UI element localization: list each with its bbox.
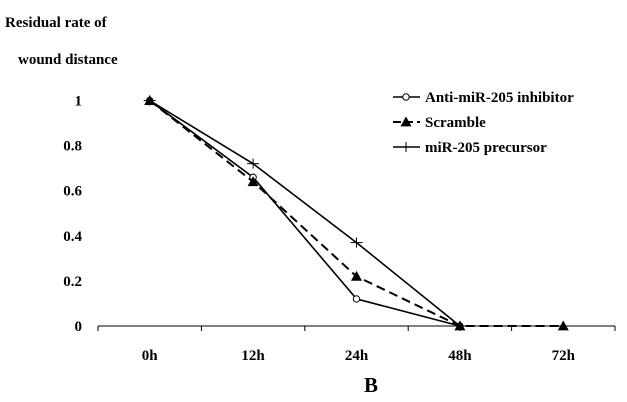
x-tick-labels: 0h 12h 24h 48h 72h (142, 348, 576, 364)
marker-cross (400, 142, 412, 152)
series-mir-205-precursor (143, 95, 466, 331)
marker-filled-triangle (454, 320, 466, 331)
y-tick-label: 0.6 (63, 184, 82, 200)
panel-label: B (364, 373, 378, 397)
series-group (143, 95, 569, 331)
marker-filled-triangle (247, 176, 259, 187)
y-axis-label-line-2: wound distance (18, 52, 118, 68)
legend-entry: miR-205 precursor (393, 140, 547, 156)
series-line (149, 99, 461, 327)
y-tick-label: 1 (75, 94, 83, 110)
marker-open-circle (352, 295, 361, 303)
y-tick-label: 0 (75, 319, 83, 335)
legend-entry: Anti-miR-205 inhibitor (393, 90, 574, 106)
legend-entry: Scramble (393, 115, 486, 131)
marker-filled-triangle (144, 95, 156, 105)
marker-cross (350, 237, 363, 248)
legend: Anti-miR-205 inhibitor Scramble miR-205 pr… (393, 90, 574, 156)
x-tick-label: 48h (448, 348, 472, 364)
series-anti-mir-205-inhibitor (146, 96, 464, 330)
x-tick-label: 24h (345, 348, 369, 364)
x-tick-label: 12h (241, 348, 265, 364)
y-tick-label: 0.2 (63, 274, 82, 290)
y-tick-label: 0.4 (63, 229, 82, 245)
legend-label: Anti-miR-205 inhibitor (425, 90, 574, 106)
marker-filled-triangle (351, 270, 362, 281)
marker-cross (247, 158, 260, 169)
y-axis-label-line-1: Residual rate of (5, 15, 108, 31)
marker-open-circle (402, 93, 410, 101)
series-line (149, 99, 564, 327)
marker-filled-triangle (400, 116, 412, 127)
y-tick-labels: 0 0.2 0.4 0.6 0.8 1 (63, 94, 82, 335)
x-tick-label: 72h (552, 348, 576, 364)
x-tick-label: 0h (142, 348, 159, 364)
series-scramble (144, 95, 569, 331)
legend-label: miR-205 precursor (425, 140, 547, 156)
series-line (149, 99, 461, 327)
marker-filled-triangle (557, 320, 569, 331)
legend-label: Scramble (425, 115, 486, 131)
y-tick-label: 0.8 (63, 139, 82, 155)
